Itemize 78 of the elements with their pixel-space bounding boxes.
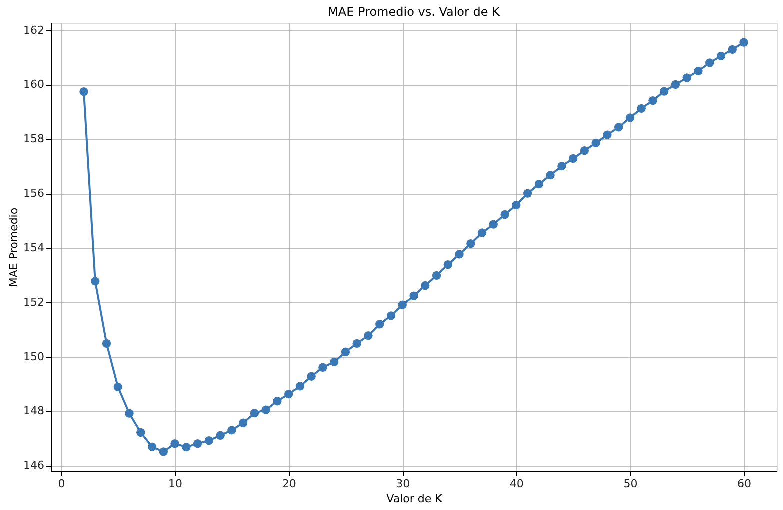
point <box>364 331 373 340</box>
point <box>671 80 680 90</box>
point <box>352 339 362 348</box>
x-tick-label: 20 <box>282 478 296 490</box>
x-tick-label: 30 <box>396 478 410 490</box>
point <box>626 114 635 122</box>
point <box>558 162 566 171</box>
chart-title: MAE Promedio vs. Valor de K <box>328 5 502 19</box>
point <box>706 58 714 68</box>
point <box>114 382 122 392</box>
point <box>444 260 452 270</box>
point <box>80 87 88 96</box>
point <box>170 439 180 448</box>
point <box>330 358 339 367</box>
point <box>421 281 430 290</box>
point <box>432 271 442 280</box>
point <box>546 171 555 180</box>
y-tick-label: 148 <box>24 404 44 418</box>
point <box>284 390 294 399</box>
x-tick-label: 0 <box>58 478 66 490</box>
y-tick-label: 150 <box>24 350 44 364</box>
point <box>296 382 305 391</box>
point <box>125 409 134 418</box>
point <box>159 448 168 456</box>
y-tick-label: 156 <box>24 187 44 200</box>
point <box>250 409 260 418</box>
point <box>193 439 202 448</box>
point <box>512 200 521 210</box>
y-tick-label: 162 <box>24 24 44 37</box>
point <box>728 45 737 54</box>
point <box>318 363 328 372</box>
point <box>660 87 669 96</box>
point <box>91 277 100 286</box>
point <box>694 66 703 76</box>
point <box>262 406 270 414</box>
point <box>592 138 600 148</box>
point <box>216 431 225 440</box>
x-tick-label: 10 <box>168 478 183 490</box>
point <box>614 123 624 132</box>
point <box>523 189 532 198</box>
point <box>637 104 646 114</box>
x-tick-label: 50 <box>624 478 638 490</box>
point <box>682 74 692 82</box>
point <box>228 426 236 435</box>
y-axis-title: MAE Promedio <box>8 208 21 288</box>
point <box>182 443 191 452</box>
point <box>273 397 282 406</box>
point <box>148 442 157 452</box>
point <box>603 130 612 140</box>
y-tick-label: 146 <box>24 459 44 472</box>
point <box>648 96 658 106</box>
point <box>500 210 510 220</box>
point <box>398 300 407 310</box>
x-axis-title: Valor de K <box>386 492 444 506</box>
x-tick-label: 60 <box>738 478 752 490</box>
point <box>740 38 748 47</box>
point <box>489 220 498 229</box>
point <box>341 348 350 356</box>
point <box>534 180 544 189</box>
y-tick-label: 154 <box>24 241 44 254</box>
point <box>580 146 590 156</box>
point <box>568 154 578 164</box>
x-tick-label: 40 <box>510 478 524 490</box>
point <box>204 436 214 446</box>
point <box>386 312 396 320</box>
y-tick-label: 158 <box>24 132 44 146</box>
point <box>307 372 316 381</box>
point <box>410 292 418 300</box>
y-tick-label: 152 <box>24 296 44 309</box>
point <box>238 418 248 428</box>
point <box>376 320 384 329</box>
point <box>466 240 476 248</box>
point <box>716 52 726 61</box>
point <box>478 228 487 238</box>
point <box>102 339 112 348</box>
point <box>136 428 146 437</box>
y-tick-label: 160 <box>24 78 44 92</box>
point <box>455 250 464 259</box>
